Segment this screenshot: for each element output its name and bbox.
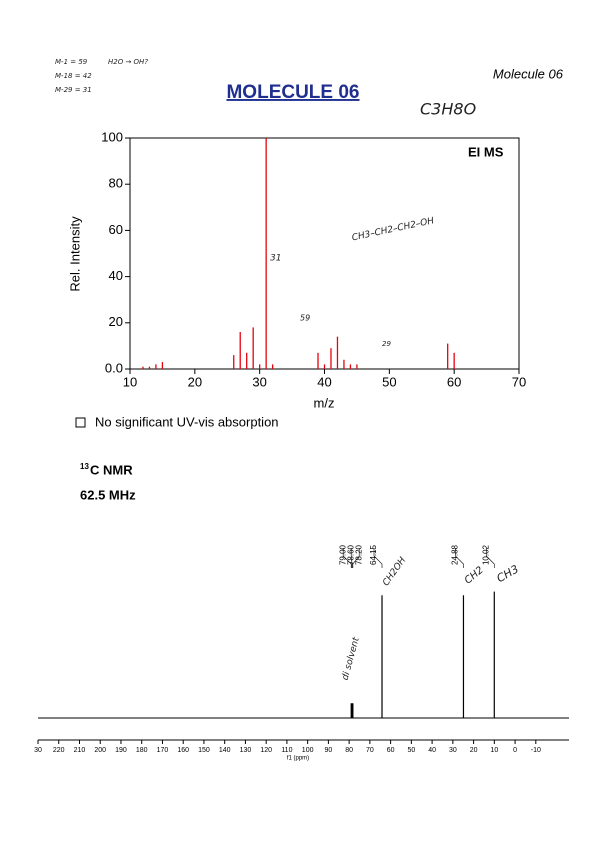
nmr-nucleus: 13: [80, 462, 89, 471]
annotation: 31: [270, 254, 281, 264]
peak-label: 10.02: [481, 544, 490, 565]
x-tick-label: -10: [531, 747, 541, 754]
x-axis-label: m/z: [314, 395, 335, 410]
x-tick-label: 120: [260, 747, 272, 754]
x-tick-label: 130: [240, 747, 252, 754]
note: H2O → OH?: [108, 58, 148, 66]
annotation: CH2: [463, 565, 486, 587]
y-tick-label: 40: [109, 268, 123, 283]
peak-label-leader: [352, 548, 360, 568]
x-tick-label: 40: [428, 747, 436, 754]
x-tick-label: 60: [387, 747, 395, 754]
x-tick-label: 220: [53, 747, 65, 754]
peak-label-leader: [373, 548, 383, 568]
checkbox: [75, 417, 86, 428]
x-tick-label: 0: [513, 747, 517, 754]
peak-label: 78.60: [346, 544, 355, 565]
x-tick-label: 20: [188, 374, 202, 389]
x-tick-label: 140: [219, 747, 231, 754]
x-tick-label: 90: [324, 747, 332, 754]
x-tick-label: 40: [317, 374, 331, 389]
peak-label-leader: [455, 548, 464, 568]
peak-label-leader: [342, 548, 352, 568]
x-tick-label: 20: [470, 747, 478, 754]
ms-frame: [129, 137, 520, 370]
annotation: 59: [300, 314, 310, 323]
annotation: CH3: [495, 562, 521, 585]
nmr-title: C NMR: [90, 462, 133, 477]
x-tick-label: 150: [198, 747, 210, 754]
annotation: CH2OH: [381, 556, 408, 589]
peak-label: 64.15: [369, 544, 378, 565]
x-tick-label: 50: [407, 747, 415, 754]
x-tick-label: 210: [74, 747, 86, 754]
x-tick-label: 170: [157, 747, 169, 754]
x-tick-label: 60: [447, 374, 461, 389]
x-tick-label: 30: [34, 747, 42, 754]
x-tick-label: 10: [490, 747, 498, 754]
annotation: 29: [382, 340, 391, 348]
x-tick-label: 70: [512, 374, 526, 389]
x-tick-label: 110: [281, 747, 292, 754]
y-tick-label: 100: [101, 129, 123, 144]
x-tick-label: 10: [123, 374, 137, 389]
peak-label: 24.88: [451, 544, 460, 565]
peak-label-leader: [485, 548, 495, 568]
page-title: MOLECULE 06: [226, 82, 359, 103]
page-label: Molecule 06: [493, 66, 564, 81]
peak-label-leader: [350, 548, 353, 568]
x-tick-label: 180: [136, 747, 148, 754]
x-tick-label: 70: [366, 747, 374, 754]
y-tick-label: 60: [109, 222, 123, 237]
y-tick-label: 80: [109, 176, 123, 191]
annotation: di solvent: [341, 636, 362, 681]
x-tick-label: 190: [115, 747, 127, 754]
note: M-18 = 42: [55, 72, 92, 80]
x-tick-label: 160: [177, 747, 189, 754]
peak-label: 79.00: [338, 544, 347, 565]
uv-note: No significant UV-vis absorption: [95, 414, 279, 429]
note: M-1 = 59: [55, 58, 88, 66]
x-tick-label: 200: [94, 747, 106, 754]
x-tick-label: 100: [302, 747, 314, 754]
formula: C3H8O: [420, 100, 476, 119]
nmr-frequency: 62.5 MHz: [80, 487, 136, 502]
note: M-29 = 31: [55, 86, 92, 94]
x-tick-label: 50: [382, 374, 396, 389]
y-axis-label: Rel. Intensity: [67, 216, 82, 292]
annotation: CH3–CH2–CH2–OH: [351, 216, 435, 243]
y-tick-label: 0.0: [105, 360, 123, 375]
y-tick-label: 20: [109, 314, 123, 329]
ms-label: EI MS: [468, 144, 504, 159]
x-tick-label: 30: [449, 747, 457, 754]
x-axis-label: f1 (ppm): [287, 756, 309, 762]
x-tick-label: 80: [345, 747, 353, 754]
peak-label: 78.20: [354, 544, 363, 565]
x-tick-label: 30: [252, 374, 266, 389]
